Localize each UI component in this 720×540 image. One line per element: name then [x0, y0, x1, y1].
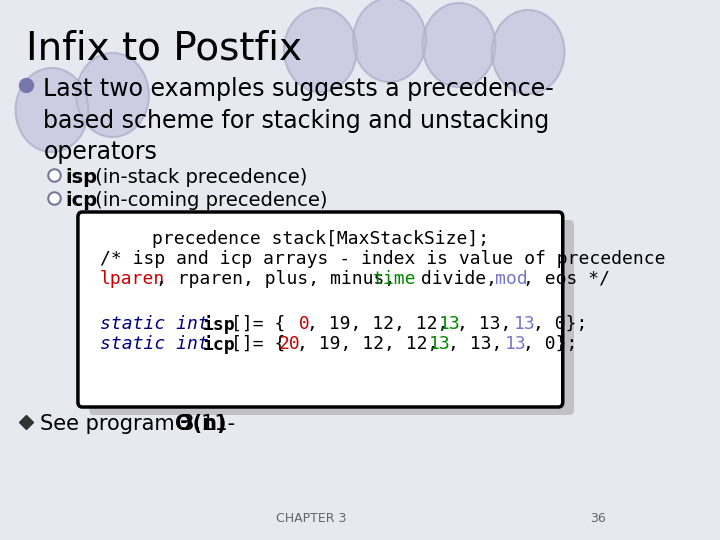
Text: mod: mod: [495, 270, 528, 288]
FancyBboxPatch shape: [89, 220, 574, 415]
Text: icp: icp: [203, 335, 235, 354]
Circle shape: [16, 68, 89, 152]
Text: lparen: lparen: [99, 270, 165, 288]
Text: (in-stack precedence): (in-stack precedence): [89, 168, 307, 187]
Text: CHAPTER 3: CHAPTER 3: [276, 512, 347, 525]
Text: 13: 13: [429, 335, 451, 353]
Text: , 13,: , 13,: [457, 315, 523, 333]
Text: precedence stack[MaxStackSize];: precedence stack[MaxStackSize];: [152, 230, 489, 248]
Text: 13: 13: [438, 315, 460, 333]
Text: Last two examples suggests a precedence-
based scheme for stacking and unstackin: Last two examples suggests a precedence-…: [43, 77, 554, 164]
Text: , 19, 12, 12,: , 19, 12, 12,: [307, 315, 459, 333]
Text: See program 3.11-: See program 3.11-: [40, 414, 242, 434]
Text: static int: static int: [99, 335, 219, 353]
Text: Θ(n): Θ(n): [175, 414, 226, 434]
FancyBboxPatch shape: [78, 212, 563, 407]
Circle shape: [492, 10, 564, 94]
Text: /* isp and icp arrays - index is value of precedence: /* isp and icp arrays - index is value o…: [99, 250, 665, 268]
Text: , 0};: , 0};: [523, 335, 577, 353]
Text: icp: icp: [66, 191, 98, 210]
Circle shape: [284, 8, 356, 92]
Text: static int: static int: [99, 315, 219, 333]
Text: isp: isp: [203, 315, 235, 334]
Text: 0: 0: [288, 315, 310, 333]
Text: divide,: divide,: [410, 270, 508, 288]
Text: , 19, 12, 12,: , 19, 12, 12,: [297, 335, 449, 353]
Text: Infix to Postfix: Infix to Postfix: [26, 30, 302, 68]
Circle shape: [423, 3, 495, 87]
Text: , eos */: , eos */: [523, 270, 611, 288]
Circle shape: [354, 0, 426, 82]
Text: isp: isp: [66, 168, 98, 187]
Text: 13: 13: [505, 335, 526, 353]
Text: , 0};: , 0};: [533, 315, 587, 333]
Text: (in-coming precedence): (in-coming precedence): [89, 191, 328, 210]
Text: , 13,: , 13,: [448, 335, 513, 353]
Text: 36: 36: [590, 512, 606, 525]
Text: , rparen, plus, minus,: , rparen, plus, minus,: [156, 270, 406, 288]
Text: []= {: []= {: [231, 315, 297, 333]
Text: time: time: [373, 270, 416, 288]
Text: []= {: []= {: [231, 335, 286, 353]
Text: 20: 20: [279, 335, 300, 353]
Text: 13: 13: [514, 315, 536, 333]
Circle shape: [76, 53, 149, 137]
